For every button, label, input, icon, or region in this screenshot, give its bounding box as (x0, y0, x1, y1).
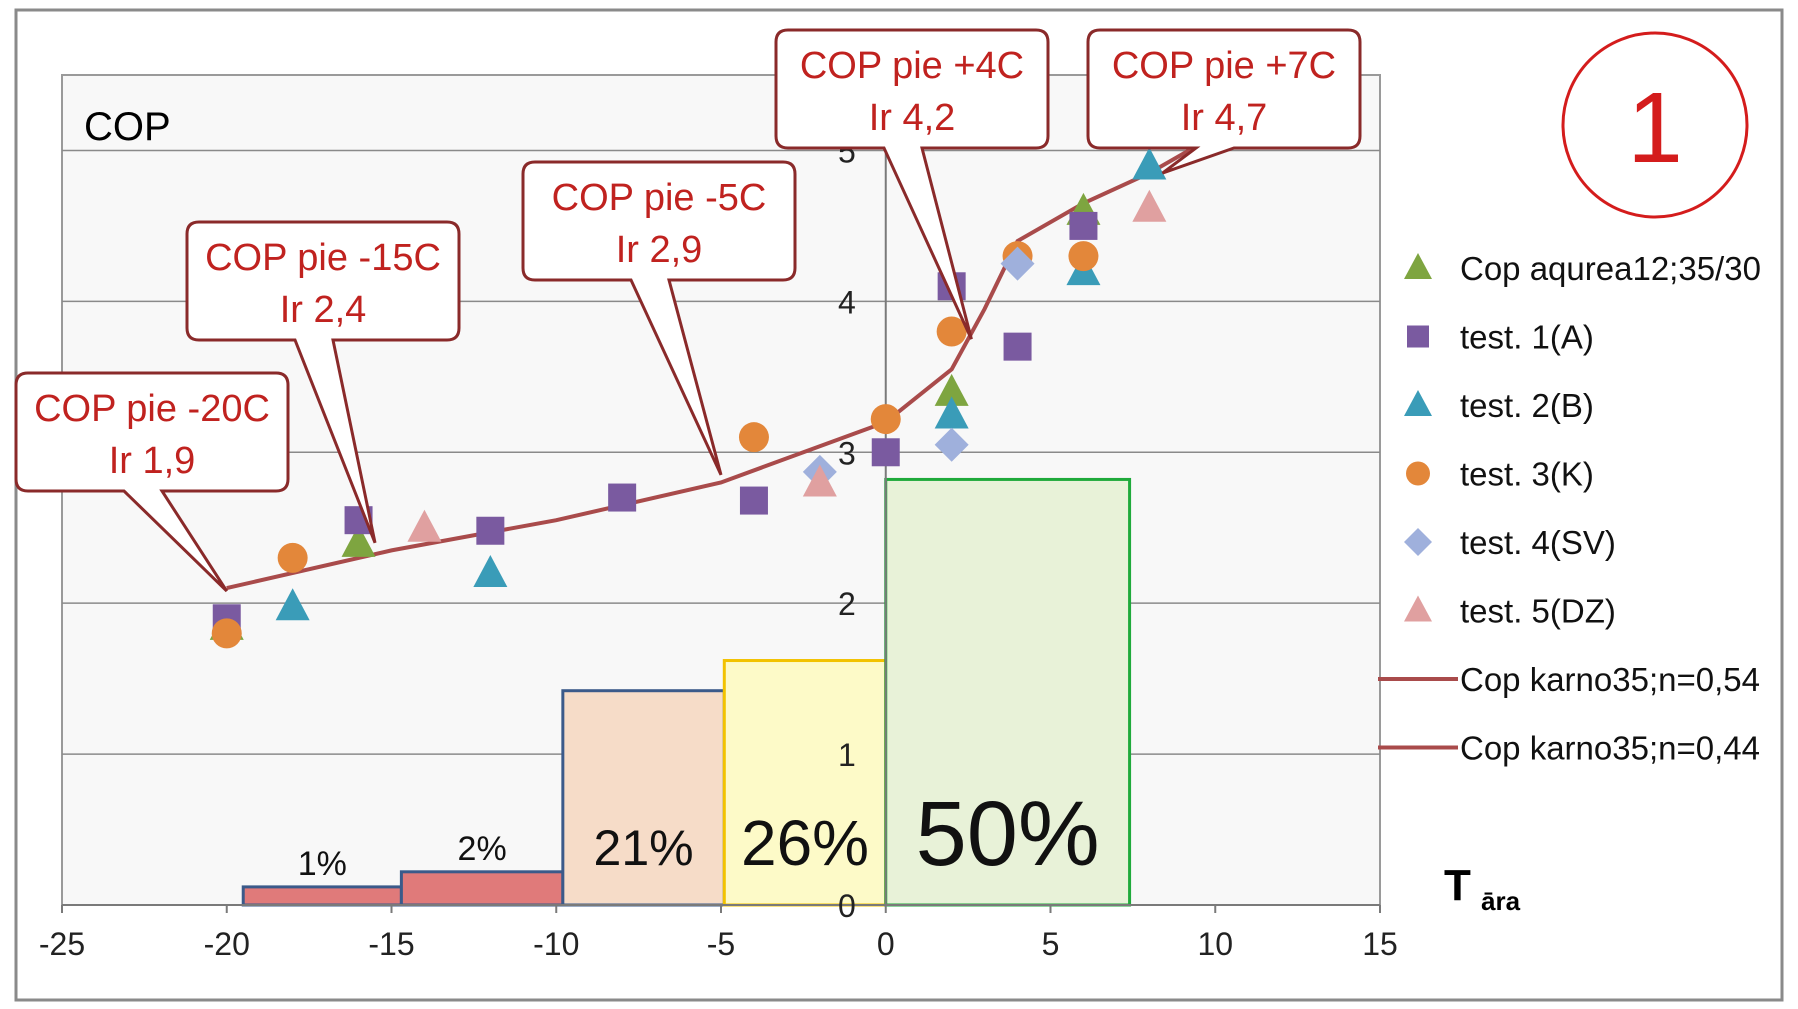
point-s5-0 (407, 509, 442, 542)
point-s2-1 (473, 555, 508, 587)
legend-label-3: test. 3(K) (1460, 456, 1594, 493)
bin-label-4: 50% (916, 783, 1100, 885)
point-s3-0 (211, 618, 242, 649)
callouts: COP pie -20C Ir 1,9 COP pie -15C Ir 2,4 COP … (14, 28, 1362, 593)
y-tick-label-2: 2 (838, 586, 856, 622)
x-axis-title-subscript: āra (1481, 886, 1521, 916)
y-tick-label-1: 1 (838, 737, 856, 773)
point-s3-6 (1068, 241, 1099, 272)
point-s1-8 (1069, 211, 1098, 240)
legend-label-2: test. 2(B) (1460, 387, 1594, 424)
x-tick-label-6: 5 (1042, 926, 1060, 962)
callout-value-3: Ir 4,2 (869, 97, 956, 139)
legend-swatch-0 (1404, 253, 1432, 279)
point-s3-4 (936, 316, 967, 347)
callout-title-0: COP pie -20C (34, 388, 270, 430)
x-tick-label-5: 0 (877, 926, 895, 962)
legend: Cop aqurea12;35/30 test. 1(A) test. 2(B) te… (1378, 250, 1761, 767)
badge-circle (1561, 31, 1749, 219)
bin-label-3: 26% (741, 807, 869, 879)
point-s1-4 (739, 486, 768, 515)
callout-box-0 (14, 371, 290, 593)
y-tick-label-4: 4 (838, 284, 856, 320)
point-s3-1 (277, 542, 308, 573)
legend-label-6: Cop karno35;n=0,54 (1460, 661, 1760, 698)
x-tick-label-1: -20 (204, 926, 250, 962)
legend-label-7: Cop karno35;n=0,44 (1460, 730, 1760, 767)
legend-swatch-1 (1407, 325, 1429, 348)
point-s4-2 (1000, 246, 1035, 281)
legend-label-5: test. 5(DZ) (1460, 593, 1616, 630)
callout-box-4 (1086, 28, 1362, 175)
point-s3-2 (738, 422, 769, 453)
bin-label-0: 1% (298, 845, 347, 883)
point-s0-2 (934, 373, 969, 406)
x-tick-label-4: -5 (707, 926, 735, 962)
callout-title-2: COP pie -5C (552, 177, 767, 219)
callout-title-1: COP pie -15C (205, 237, 441, 279)
legend-swatch-3 (1406, 461, 1430, 486)
point-s0-1 (341, 524, 376, 557)
y-tick-label-0: 0 (838, 888, 856, 924)
callout-title-3: COP pie +4C (800, 45, 1024, 87)
point-s3-3 (870, 404, 901, 435)
callout-box-1 (185, 220, 461, 544)
legend-swatch-5 (1404, 595, 1432, 622)
point-s2-0 (275, 588, 310, 621)
point-s1-7 (1003, 332, 1032, 361)
point-s1-2 (476, 516, 505, 545)
x-tick-label-2: -15 (368, 926, 414, 962)
point-s4-1 (934, 427, 969, 462)
callout-value-1: Ir 2,4 (280, 289, 367, 331)
bin-label-2: 21% (594, 820, 694, 876)
point-s2-4 (1132, 147, 1167, 180)
bin-1 (399, 870, 565, 907)
callout-value-0: Ir 1,9 (109, 440, 196, 482)
callout-value-4: Ir 4,7 (1181, 97, 1268, 139)
callout-box-2 (521, 160, 797, 476)
legend-swatch-4 (1404, 528, 1432, 556)
point-s5-1 (802, 464, 837, 497)
point-s1-5 (871, 438, 900, 467)
bin-label-1: 2% (458, 830, 507, 868)
point-s2-2 (934, 396, 969, 429)
callout-value-2: Ir 2,9 (616, 229, 703, 271)
point-s5-2 (1132, 189, 1167, 222)
bin-0 (241, 885, 403, 907)
x-axis-title: T (1444, 861, 1471, 910)
callout-box-3 (774, 28, 1050, 340)
legend-label-4: test. 4(SV) (1460, 524, 1616, 561)
x-tick-label-8: 15 (1362, 926, 1398, 962)
legend-swatch-2 (1404, 390, 1432, 416)
legend-label-0: Cop aqurea12;35/30 (1460, 250, 1761, 287)
y-axis-title: COP (84, 105, 171, 149)
point-s1-3 (608, 483, 637, 512)
x-tick-label-0: -25 (39, 926, 85, 962)
legend-label-1: test. 1(A) (1460, 319, 1594, 356)
x-tick-label-7: 10 (1197, 926, 1233, 962)
callout-title-4: COP pie +7C (1112, 45, 1336, 87)
x-tick-label-3: -10 (533, 926, 579, 962)
y-tick-label-3: 3 (838, 435, 856, 471)
badge-number: 1 (1627, 72, 1683, 184)
